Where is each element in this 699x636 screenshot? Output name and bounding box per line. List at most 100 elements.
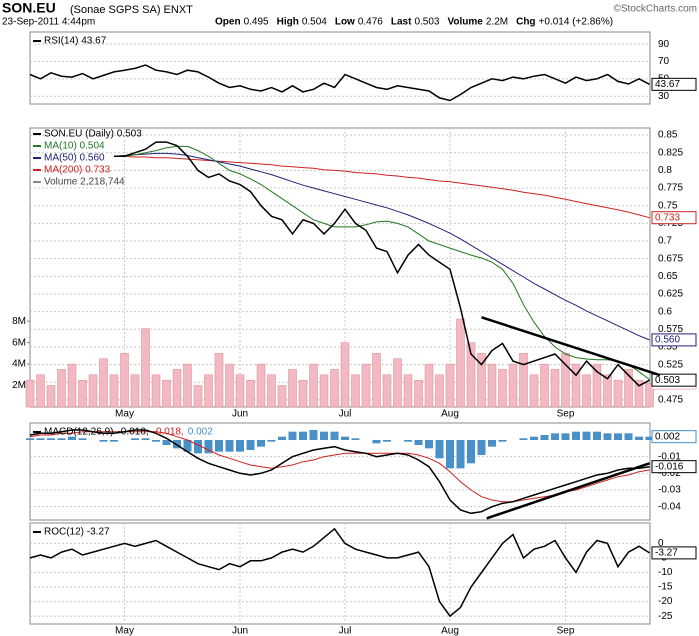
bar xyxy=(540,363,549,408)
bar xyxy=(215,440,223,452)
quote-value: 0.503 xyxy=(414,17,439,28)
y-tick-label: -0.03 xyxy=(658,485,681,496)
legend-label: -0.018, xyxy=(153,427,184,438)
y-tick-label: 0.525 xyxy=(658,359,683,370)
bar xyxy=(572,431,580,440)
bar xyxy=(456,318,465,408)
bar xyxy=(519,353,528,408)
bar xyxy=(593,431,601,440)
bar xyxy=(582,374,591,408)
legend-label: Volume 2,218,744 xyxy=(44,177,125,188)
quote-value: 0.476 xyxy=(358,17,383,28)
bar xyxy=(256,363,266,408)
quote-value: +0.014 (+2.86%) xyxy=(539,17,614,28)
bar xyxy=(529,374,539,408)
y-tick-label: 0 xyxy=(658,538,664,549)
series-line xyxy=(29,429,650,515)
y-tick-label: 0.825 xyxy=(658,147,683,158)
bar xyxy=(508,363,518,408)
y-tick-label: -25 xyxy=(658,611,673,622)
bar xyxy=(57,438,66,440)
last-value-label: 43.67 xyxy=(655,79,680,90)
last-value-box xyxy=(651,77,697,91)
last-value-label: -0.016 xyxy=(655,461,684,472)
bar xyxy=(571,363,581,408)
bar xyxy=(225,440,234,452)
y-tick-label: 0.575 xyxy=(658,324,683,335)
series-line xyxy=(114,145,650,380)
quote-label: High xyxy=(277,17,299,28)
legend-label: MA(10) 0.504 xyxy=(44,141,105,152)
bar xyxy=(26,438,34,440)
bar xyxy=(183,363,192,408)
bar xyxy=(151,374,161,408)
x-tick-label: Sep xyxy=(557,409,575,420)
bar xyxy=(614,433,622,440)
bar xyxy=(204,440,213,454)
bar xyxy=(561,433,570,440)
bar xyxy=(466,342,476,408)
bar xyxy=(403,374,413,408)
bar xyxy=(267,440,276,442)
bar xyxy=(99,440,108,442)
bar xyxy=(236,440,244,452)
bar xyxy=(634,379,644,408)
last-value-box xyxy=(651,430,697,444)
last-value-box xyxy=(651,211,697,225)
bar xyxy=(414,379,423,408)
bar xyxy=(414,440,423,445)
bar xyxy=(309,363,318,408)
y2-tick-label: 4M xyxy=(12,359,26,370)
bar xyxy=(424,363,434,408)
bar xyxy=(624,369,633,408)
y-tick-label: 0.75 xyxy=(658,200,678,211)
bar xyxy=(425,440,433,449)
legend-label: 0.002 xyxy=(188,427,213,438)
bar xyxy=(120,353,129,408)
bar xyxy=(404,440,412,442)
bar xyxy=(130,374,140,408)
bar xyxy=(487,363,497,408)
bar xyxy=(162,440,171,445)
bar xyxy=(382,374,392,408)
bar xyxy=(351,438,360,440)
date: 23-Sep-2011 4:44pm xyxy=(2,17,95,28)
y-tick-label: 30 xyxy=(658,91,670,102)
company: (Sonae SGPS SA) ENXT xyxy=(70,4,193,16)
bar xyxy=(25,379,35,408)
bar xyxy=(88,374,98,408)
bar xyxy=(603,374,612,408)
bar xyxy=(341,436,349,440)
bar xyxy=(68,436,76,440)
trendline xyxy=(481,316,661,377)
panel-frame xyxy=(29,127,651,408)
bar xyxy=(603,433,612,440)
bar xyxy=(299,431,307,440)
bar xyxy=(110,440,118,442)
bar xyxy=(78,438,87,440)
y-tick-label: -0.04 xyxy=(658,501,681,512)
last-value-label: 0.733 xyxy=(655,212,680,223)
bar xyxy=(498,440,507,442)
y-tick-label: 0.7 xyxy=(658,236,672,247)
bar xyxy=(277,385,287,408)
last-value-box xyxy=(651,460,697,474)
y-tick-label: 0.6 xyxy=(658,306,672,317)
series-line xyxy=(114,155,650,219)
bar xyxy=(330,369,339,408)
bar xyxy=(445,363,455,408)
bar xyxy=(435,374,444,408)
bar xyxy=(372,353,381,408)
bar xyxy=(298,379,308,408)
bar xyxy=(361,363,371,408)
bar xyxy=(257,440,265,447)
quote-label: Low xyxy=(335,17,355,28)
y2-tick-label: 2M xyxy=(12,380,26,391)
bar xyxy=(46,385,56,408)
legend-label: MA(50) 0.560 xyxy=(44,153,105,164)
bar xyxy=(152,440,160,442)
bar xyxy=(47,438,55,440)
y-tick-label: -15 xyxy=(658,582,673,593)
bar xyxy=(635,436,643,440)
